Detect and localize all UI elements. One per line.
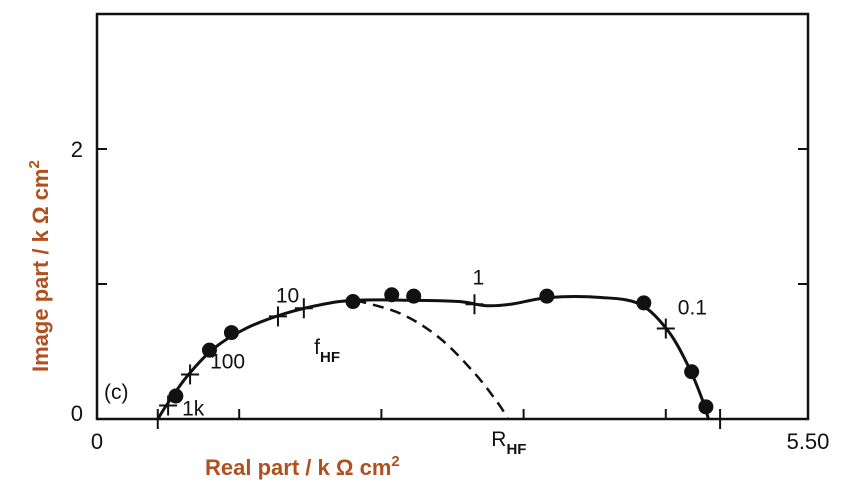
y-tick-label: 2 — [71, 137, 83, 162]
y-tick-label: 0 — [71, 401, 83, 426]
y-axis-title-sup: 2 — [26, 160, 43, 168]
x-axis-title: Real part / k Ω cm2 — [205, 453, 400, 480]
dashed-curve-layer — [355, 299, 510, 420]
plot-border — [95, 12, 810, 421]
annotation-f-HF: fHF — [314, 336, 340, 366]
data-point — [201, 342, 217, 358]
y-axis-title: Image part / k Ω cm2 — [26, 160, 53, 372]
dashed-semicircle — [355, 299, 510, 420]
x-axis-title-sup: 2 — [391, 453, 399, 470]
data-point — [168, 388, 184, 404]
data-point — [684, 364, 700, 380]
frequency-marker: 0.1 — [656, 297, 707, 339]
frequency-marker — [711, 409, 730, 429]
frequency-label: 10 — [276, 284, 299, 307]
frequency-label: 100 — [210, 350, 245, 373]
frequency-marker — [148, 409, 167, 429]
data-point — [384, 287, 400, 303]
frequency-marker: 10 — [276, 284, 313, 319]
data-point — [539, 288, 555, 304]
annotation-main: f — [314, 336, 320, 359]
tick-layer: 0 2 0 5.50 — [71, 13, 830, 454]
x-tick-label: 0 — [91, 429, 103, 454]
measured-point-layer — [168, 287, 714, 415]
panel-label: (c) — [104, 381, 129, 404]
annotation-subscript: HF — [320, 349, 340, 366]
x-axis-title-main: Real part / k Ω cm — [205, 455, 391, 480]
annotation-R-HF: RHF — [491, 428, 526, 458]
frequency-marker: 100 — [181, 350, 245, 385]
data-point — [406, 288, 422, 304]
frequency-label: 1 — [472, 266, 484, 289]
data-point — [345, 294, 361, 310]
data-point — [698, 399, 714, 415]
data-point — [636, 295, 652, 311]
frequency-marker — [268, 306, 287, 327]
data-point — [223, 325, 239, 341]
annotation-main: R — [491, 428, 506, 451]
y-axis-title-main: Image part / k Ω cm — [28, 169, 53, 373]
annotation-subscript: HF — [506, 441, 526, 458]
plot-frame — [95, 12, 810, 421]
frequency-marker: 1k — [159, 395, 205, 421]
frequency-marker: 1 — [465, 266, 484, 315]
frequency-marker-layer: 1k 100 10 1 0.1 — [148, 266, 730, 429]
frequency-label: 0.1 — [678, 297, 707, 320]
x-tick-label: 5.50 — [787, 429, 830, 454]
frequency-label: 1k — [182, 398, 205, 421]
